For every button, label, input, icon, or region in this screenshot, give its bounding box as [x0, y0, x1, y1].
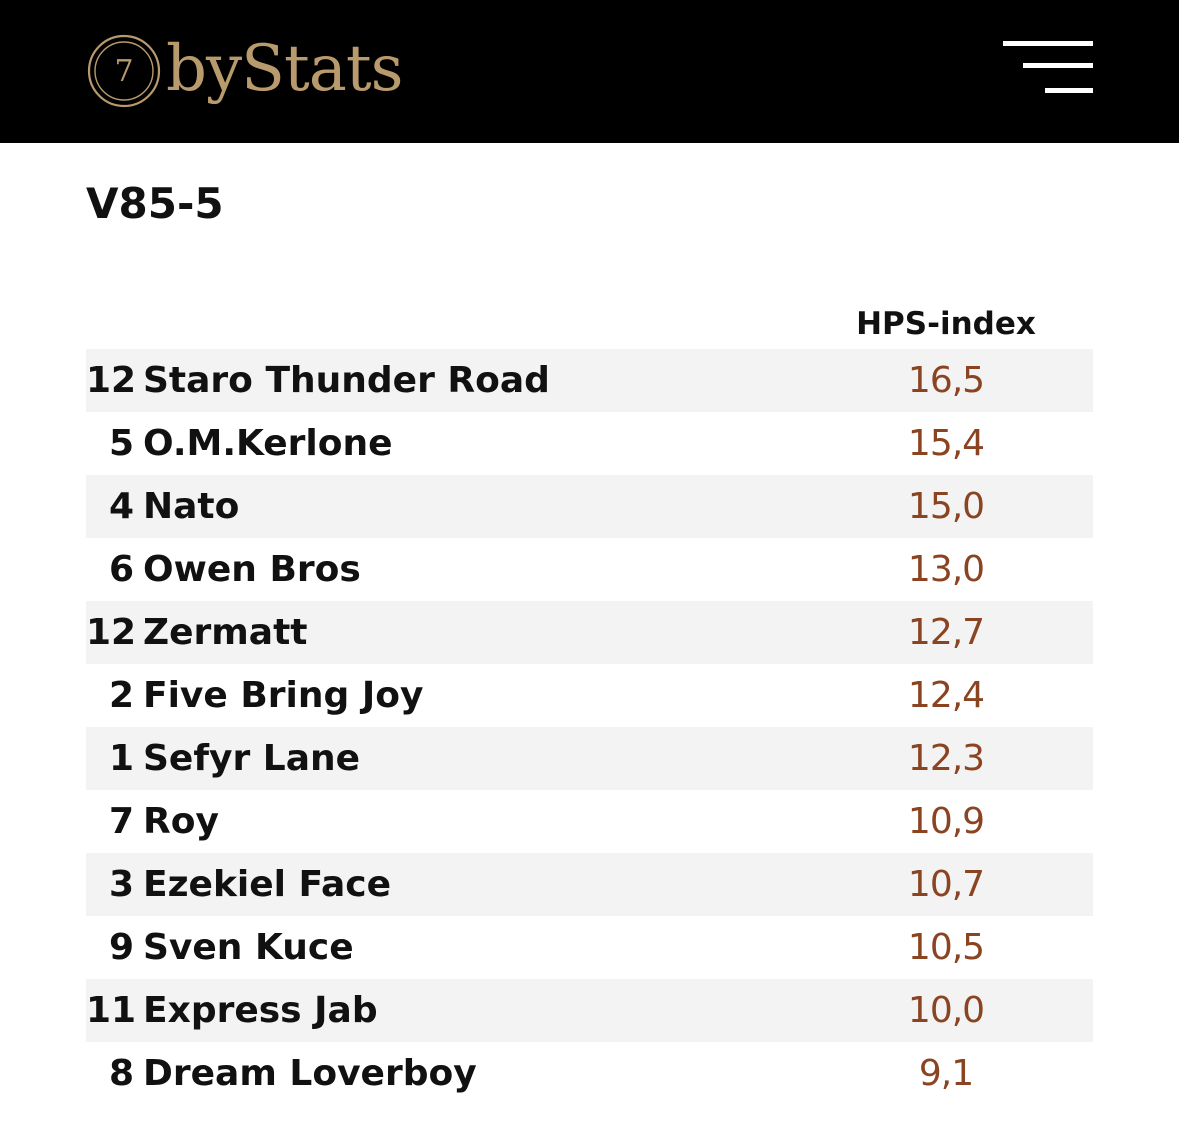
start-number: 12 — [86, 360, 137, 401]
table-row: 12 Zermatt 12,7 — [86, 601, 1093, 664]
hps-score: 12,4 — [907, 675, 985, 716]
logo-text: byStats — [166, 32, 403, 106]
horse-name: Sven Kuce — [143, 927, 354, 968]
hps-index-column-header: HPS-index — [856, 306, 1036, 342]
table-row: 2 Five Bring Joy 12,4 — [86, 664, 1093, 727]
horse-entry: 12 Zermatt — [86, 601, 308, 664]
hamburger-menu-icon[interactable] — [1000, 38, 1096, 98]
horse-entry: 7 Roy — [86, 790, 219, 853]
table-row: 7 Roy 10,9 — [86, 790, 1093, 853]
horse-name: Staro Thunder Road — [143, 360, 550, 401]
table-row: 11 Express Jab 10,0 — [86, 979, 1093, 1042]
start-number: 2 — [108, 675, 134, 716]
start-number: 7 — [108, 801, 134, 842]
horse-name: Sefyr Lane — [143, 738, 361, 779]
hps-score: 10,9 — [907, 801, 985, 842]
table-row: 12 Staro Thunder Road 16,5 — [86, 349, 1093, 412]
table-row: 3 Ezekiel Face 10,7 — [86, 853, 1093, 916]
menu-bar-top — [1003, 41, 1093, 46]
hps-score: 13,0 — [907, 549, 985, 590]
hps-index-table: 12 Staro Thunder Road 16,5 5 O.M.Kerlone 15,4… — [86, 349, 1093, 1105]
table-row: 9 Sven Kuce 10,5 — [86, 916, 1093, 979]
horse-name: Zermatt — [143, 612, 308, 653]
race-title: V85-5 — [86, 179, 224, 228]
horse-name: Dream Loverboy — [143, 1053, 477, 1094]
horse-entry: 3 Ezekiel Face — [86, 853, 391, 916]
horse-entry: 9 Sven Kuce — [86, 916, 354, 979]
horse-entry: 1 Sefyr Lane — [86, 727, 360, 790]
table-row: 4 Nato 15,0 — [86, 475, 1093, 538]
start-number: 1 — [108, 738, 134, 779]
top-header: 7 byStats — [0, 0, 1179, 143]
table-row: 5 O.M.Kerlone 15,4 — [86, 412, 1093, 475]
hps-score: 12,7 — [907, 612, 985, 653]
start-number: 12 — [86, 612, 137, 653]
start-number: 8 — [108, 1053, 134, 1094]
hps-score: 12,3 — [907, 738, 985, 779]
horse-entry: 12 Staro Thunder Road — [86, 349, 550, 412]
hps-score: 10,5 — [907, 927, 985, 968]
horse-name: Nato — [143, 486, 240, 527]
hps-score: 16,5 — [907, 360, 985, 401]
horse-entry: 11 Express Jab — [86, 979, 378, 1042]
table-row: 8 Dream Loverboy 9,1 — [86, 1042, 1093, 1105]
start-number: 3 — [108, 864, 134, 905]
table-row: 6 Owen Bros 13,0 — [86, 538, 1093, 601]
hps-score: 15,0 — [907, 486, 985, 527]
horse-name: Express Jab — [143, 990, 378, 1031]
start-number: 11 — [86, 990, 137, 1031]
horse-name: Owen Bros — [143, 549, 361, 590]
menu-bar-bottom — [1045, 88, 1093, 93]
hps-score: 15,4 — [907, 423, 985, 464]
horse-entry: 6 Owen Bros — [86, 538, 361, 601]
start-number: 5 — [108, 423, 134, 464]
start-number: 9 — [108, 927, 134, 968]
horse-name: Ezekiel Face — [143, 864, 392, 905]
horse-name: O.M.Kerlone — [143, 423, 393, 464]
menu-bar-middle — [1023, 63, 1093, 68]
horse-name: Five Bring Joy — [143, 675, 424, 716]
hps-score: 10,7 — [907, 864, 985, 905]
horse-name: Roy — [143, 801, 219, 842]
horse-entry: 8 Dream Loverboy — [86, 1042, 477, 1105]
table-row: 1 Sefyr Lane 12,3 — [86, 727, 1093, 790]
bystats-logo[interactable]: 7 byStats — [86, 32, 403, 109]
hps-score: 9,1 — [918, 1053, 974, 1094]
start-number: 6 — [108, 549, 134, 590]
hps-score: 10,0 — [907, 990, 985, 1031]
logo-circle-icon: 7 — [86, 33, 162, 109]
horse-entry: 2 Five Bring Joy — [86, 664, 423, 727]
start-number: 4 — [108, 486, 134, 527]
horse-entry: 5 O.M.Kerlone — [86, 412, 393, 475]
logo-number: 7 — [114, 53, 134, 89]
horse-entry: 4 Nato — [86, 475, 239, 538]
